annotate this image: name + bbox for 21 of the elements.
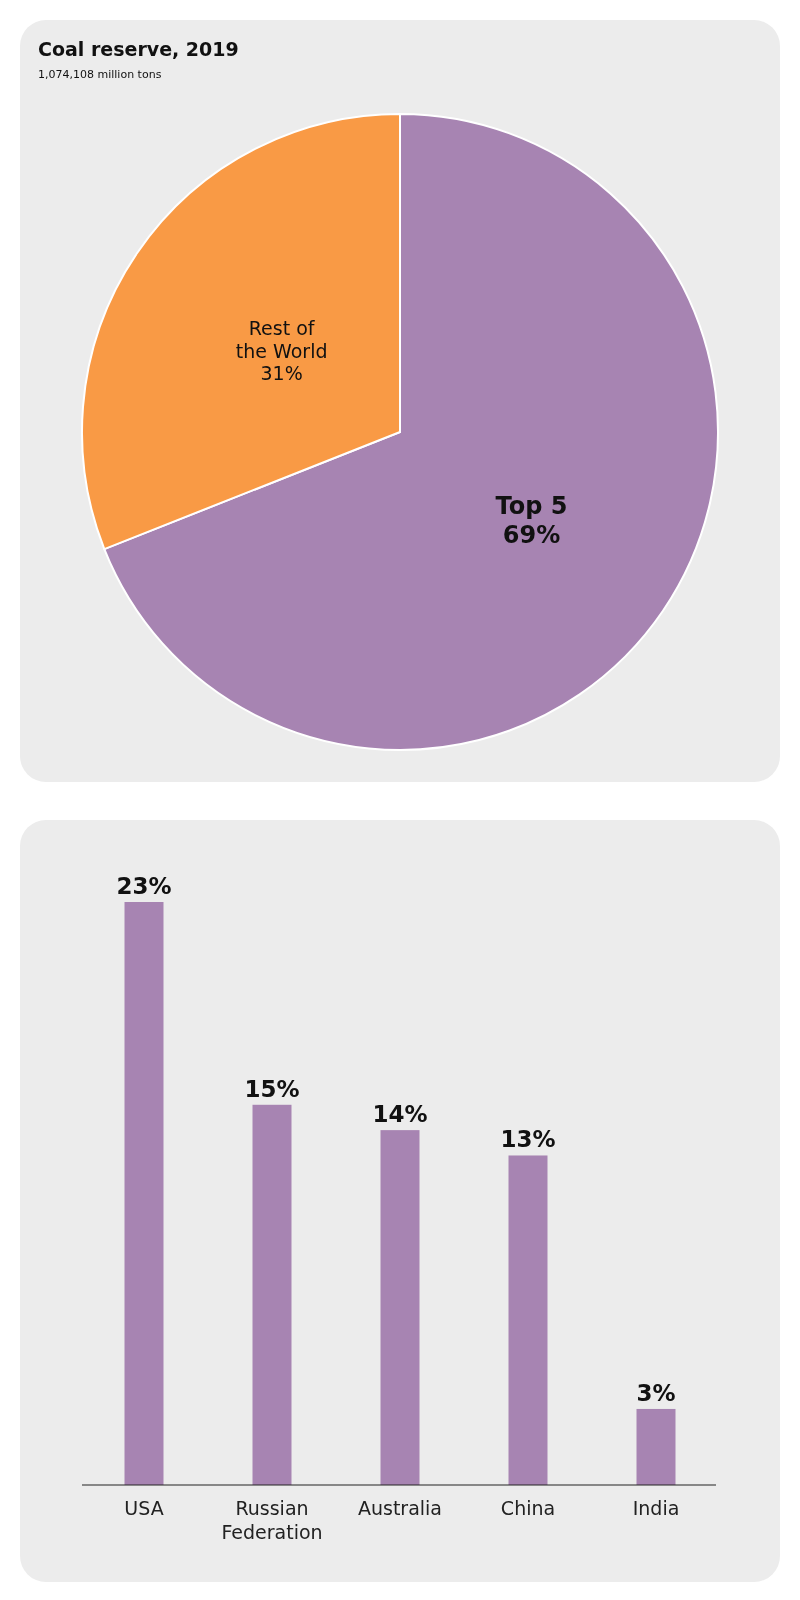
chart-title: Coal reserve, 2019 bbox=[38, 38, 239, 60]
data-label: 15% bbox=[244, 1075, 300, 1102]
bar bbox=[252, 1104, 292, 1485]
slice-label: Rest of the World bbox=[235, 316, 328, 362]
slice-label: Top 5 bbox=[495, 491, 568, 520]
data-label: 31% bbox=[260, 361, 303, 384]
data-label: 13% bbox=[500, 1126, 556, 1153]
data-label: 3% bbox=[636, 1379, 676, 1406]
data-label: 23% bbox=[116, 873, 172, 899]
data-label: 14% bbox=[372, 1101, 428, 1128]
data-label: 69% bbox=[502, 520, 561, 549]
x-tick-label: China bbox=[500, 1497, 556, 1519]
bar bbox=[124, 902, 164, 1485]
x-tick-label: USA bbox=[124, 1497, 164, 1519]
x-tick-label: India bbox=[632, 1497, 680, 1519]
bar bbox=[508, 1155, 548, 1485]
bar bbox=[380, 1130, 420, 1485]
x-tick-label: Russian Federation bbox=[221, 1497, 323, 1543]
chart-subtitle: 1,074,108 million tons bbox=[38, 68, 162, 81]
x-tick-label: Australia bbox=[357, 1497, 443, 1519]
bar bbox=[636, 1408, 676, 1485]
